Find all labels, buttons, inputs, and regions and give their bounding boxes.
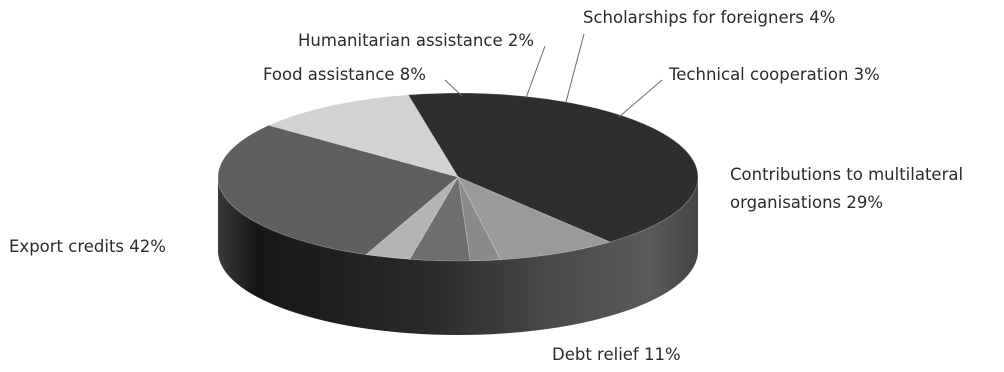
slice-label-technical-cooperation: Technical cooperation 3%	[668, 65, 880, 84]
leader-line-technical-cooperation	[618, 79, 663, 118]
pie-slice-technical-cooperation	[365, 176, 459, 260]
pie-top-face	[217, 92, 699, 262]
pie-slice-export-credits	[407, 92, 699, 243]
pie-slice-contributions-to-multilateral-organisations	[217, 124, 459, 256]
leader-lines	[444, 33, 663, 118]
slice-label-food-assistance: Food assistance 8%	[263, 65, 426, 84]
pie-side-wall	[218, 177, 698, 335]
pie-slice-humanitarian-assistance	[457, 176, 502, 262]
leader-line-scholarships-for-foreigners	[565, 33, 585, 103]
slice-label-contributions-to-multilateral-organisations: Contributions to multilateral organisatio…	[730, 165, 963, 212]
pie-slice-food-assistance	[457, 176, 612, 261]
slice-label-humanitarian-assistance: Humanitarian assistance 2%	[298, 31, 534, 50]
pie-slice-scholarships-for-foreigners	[408, 175, 471, 262]
pie-slice-debt-relief	[267, 94, 459, 178]
slice-label-scholarships-for-foreigners: Scholarships for foreigners 4%	[583, 8, 835, 27]
pie-wall	[218, 177, 698, 335]
leader-line-food-assistance	[444, 79, 463, 97]
slice-label-debt-relief: Debt relief 11%	[552, 345, 681, 364]
slice-label-export-credits: Export credits 42%	[9, 237, 166, 256]
leader-line-humanitarian-assistance	[525, 45, 546, 99]
slice-labels: Export credits 42% Food assistance 8% Huma…	[9, 8, 963, 364]
